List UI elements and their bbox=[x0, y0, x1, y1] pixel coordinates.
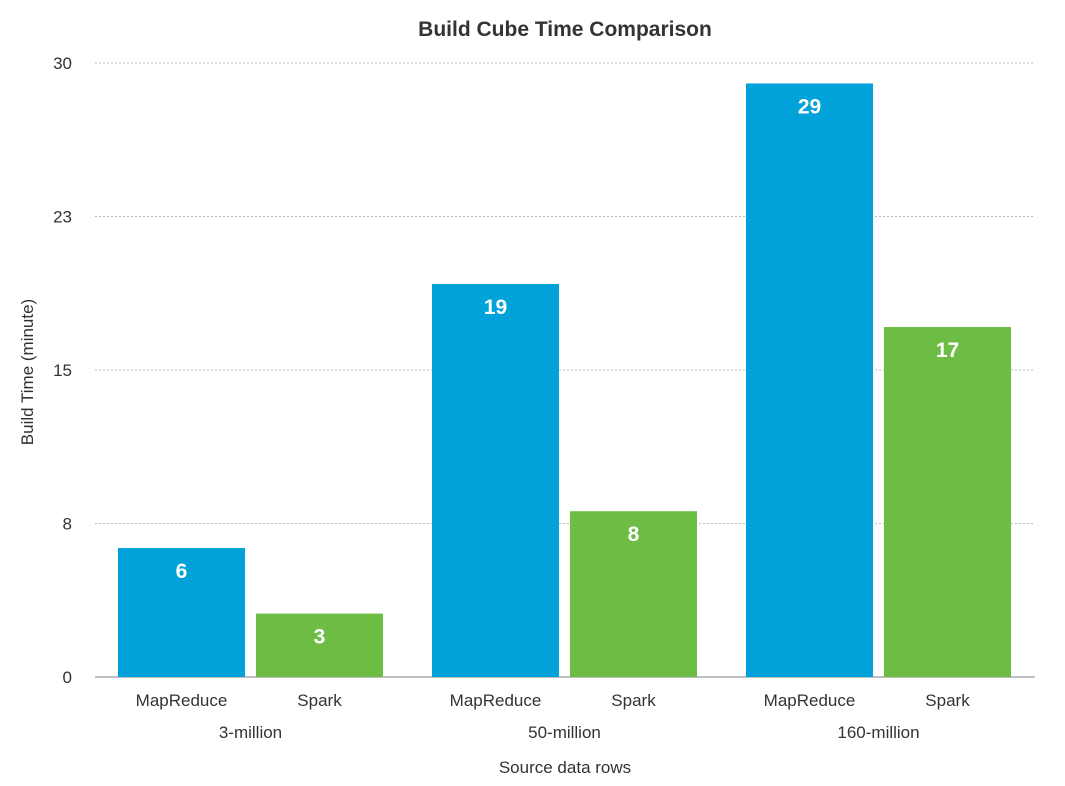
bar-mapreduce-3-million bbox=[118, 548, 245, 677]
y-tick-label: 30 bbox=[53, 54, 72, 73]
series-tick-label: MapReduce bbox=[764, 691, 856, 710]
series-tick-label: Spark bbox=[611, 691, 656, 710]
bar-spark-160-million bbox=[884, 327, 1011, 677]
y-tick-label: 23 bbox=[53, 208, 72, 227]
bar-value-label: 6 bbox=[176, 560, 188, 583]
chart-title: Build Cube Time Comparison bbox=[418, 18, 712, 41]
series-tick-label: Spark bbox=[925, 691, 970, 710]
bar-mapreduce-50-million bbox=[432, 284, 559, 677]
bar-value-label: 8 bbox=[628, 523, 640, 546]
bar-value-label: 17 bbox=[936, 339, 959, 362]
bar-spark-3-million bbox=[256, 613, 383, 677]
bar-value-label: 29 bbox=[798, 95, 821, 118]
x-axis-label: Source data rows bbox=[499, 758, 631, 777]
y-tick-label: 15 bbox=[53, 361, 72, 380]
y-tick-label: 0 bbox=[63, 668, 72, 687]
gridlines bbox=[95, 62, 1035, 678]
group-label: 3-million bbox=[219, 723, 282, 742]
group-label: 160-million bbox=[837, 723, 919, 742]
group-label: 50-million bbox=[528, 723, 601, 742]
bar-value-label: 3 bbox=[314, 626, 326, 649]
bar-spark-50-million bbox=[570, 511, 697, 677]
series-tick-label: MapReduce bbox=[450, 691, 542, 710]
bars: 6 3 19 8 29 17 bbox=[118, 83, 1011, 677]
y-axis-ticks: 0 8 15 23 30 bbox=[53, 54, 72, 687]
series-tick-label: MapReduce bbox=[136, 691, 228, 710]
bar-mapreduce-160-million bbox=[746, 83, 873, 677]
series-tick-label: Spark bbox=[297, 691, 342, 710]
y-axis-label: Build Time (minute) bbox=[18, 299, 37, 445]
category-labels: MapReduce Spark 3-million MapReduce Spark 50-… bbox=[136, 691, 971, 742]
y-tick-label: 8 bbox=[63, 515, 72, 534]
bar-value-label: 19 bbox=[484, 296, 507, 319]
